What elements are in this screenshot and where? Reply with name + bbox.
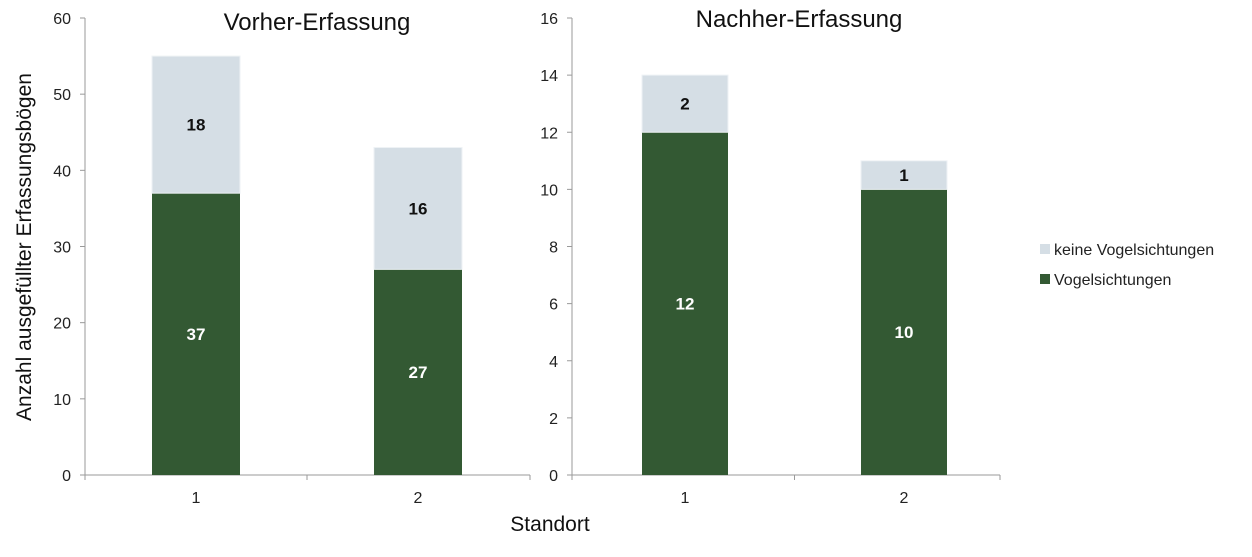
legend-label-keine-vogelsichtungen: keine Vogelsichtungen	[1054, 242, 1214, 259]
data-label: 1	[899, 166, 908, 185]
y-axis-title: Anzahl ausgefüllter Erfassungsbögen	[13, 73, 36, 421]
y-tick-label: 30	[53, 240, 71, 257]
bar-segment-vogelsichtungen	[861, 189, 947, 475]
chart-title: Vorher-Erfassung	[224, 9, 411, 36]
y-tick-label: 50	[53, 87, 71, 104]
data-label: 18	[187, 116, 206, 135]
y-tick-label: 60	[53, 11, 71, 28]
y-tick-label: 8	[549, 240, 558, 257]
data-label: 27	[409, 363, 428, 382]
legend-swatch-vogelsichtungen	[1040, 274, 1050, 284]
y-tick-label: 10	[540, 182, 558, 199]
data-label: 37	[187, 325, 206, 344]
x-axis-title: Standort	[510, 513, 590, 536]
legend-label-vogelsichtungen: Vogelsichtungen	[1054, 272, 1171, 289]
data-label: 12	[676, 295, 695, 314]
bar-segment-vogelsichtungen	[642, 132, 728, 475]
legend: keine Vogelsichtungen Vogelsichtungen	[1040, 242, 1214, 289]
data-label: 16	[409, 199, 428, 218]
x-tick-label: 2	[900, 490, 909, 507]
y-tick-label: 2	[549, 411, 558, 428]
y-tick-label: 14	[540, 68, 558, 85]
x-tick-label: 1	[192, 490, 201, 507]
bar-segment-vogelsichtungen	[152, 193, 240, 475]
legend-swatch-keine-vogelsichtungen	[1040, 244, 1050, 254]
y-tick-label: 0	[549, 468, 558, 485]
x-tick-label: 1	[681, 490, 690, 507]
y-tick-label: 16	[540, 11, 558, 28]
y-tick-label: 0	[62, 468, 71, 485]
y-tick-label: 10	[53, 392, 71, 409]
x-tick-label: 2	[414, 490, 423, 507]
y-tick-label: 6	[549, 297, 558, 314]
panel-vorher: Vorher-Erfassung 0 10 20 30 40 50 60 37 18 1 27 16 2	[53, 9, 531, 507]
chart-title: Nachher-Erfassung	[696, 6, 903, 33]
data-label: 10	[895, 323, 914, 342]
bar-segment-keine-vogelsichtungen	[151, 55, 241, 194]
bar-segment-vogelsichtungen	[374, 269, 462, 475]
y-tick-label: 20	[53, 316, 71, 333]
y-tick-label: 40	[53, 163, 71, 180]
y-tick-label: 12	[540, 125, 558, 142]
bar-segment-keine-vogelsichtungen	[641, 74, 729, 133]
bar-segment-keine-vogelsichtungen	[860, 160, 948, 190]
data-label: 2	[680, 95, 689, 114]
bar-segment-keine-vogelsichtungen	[373, 146, 463, 270]
y-tick-label: 4	[549, 354, 558, 371]
